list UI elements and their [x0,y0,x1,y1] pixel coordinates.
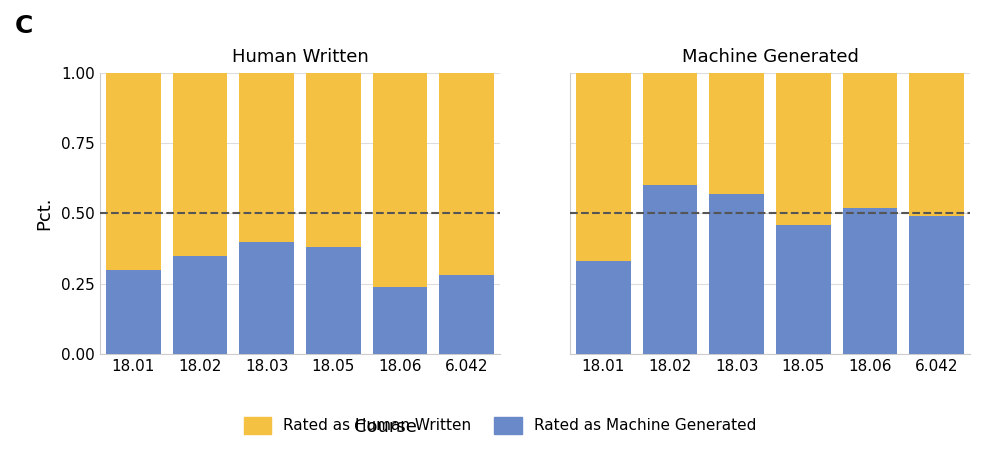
Text: Course: Course [354,418,416,436]
Bar [106,73,161,270]
Bar [373,286,427,354]
Bar [439,73,494,275]
Bar [843,73,897,208]
Bar [843,208,897,354]
Bar [776,225,831,354]
Bar [106,270,161,354]
Bar [909,216,964,354]
Bar [239,73,294,242]
Title: Human Written: Human Written [232,48,368,65]
Bar [173,73,227,256]
Legend: Rated as Human Written, Rated as Machine Generated: Rated as Human Written, Rated as Machine… [236,409,764,442]
Bar [439,275,494,354]
Bar [173,256,227,354]
Bar [576,73,631,261]
Bar [306,247,361,354]
Title: Machine Generated: Machine Generated [682,48,858,65]
Y-axis label: Pct.: Pct. [35,197,53,230]
Bar [776,73,831,225]
Bar [373,73,427,286]
Bar [643,185,697,354]
Bar [709,194,764,354]
Bar [909,73,964,216]
Bar [576,261,631,354]
Bar [709,73,764,194]
Bar [239,242,294,354]
Bar [643,73,697,185]
Bar [306,73,361,247]
Text: C: C [15,14,33,38]
